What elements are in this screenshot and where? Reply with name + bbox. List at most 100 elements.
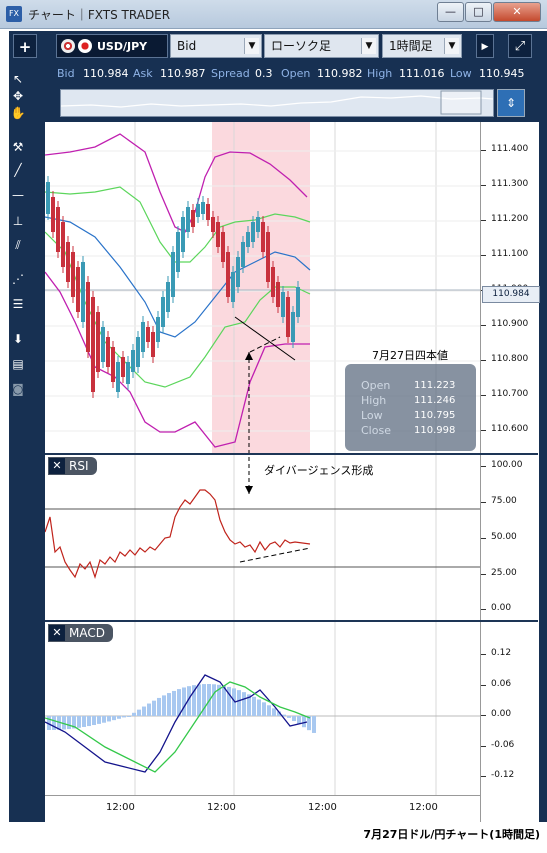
- macd-line: [44, 674, 308, 773]
- arrow-head-down: [245, 486, 253, 494]
- rsi-pane-separator[interactable]: [45, 453, 538, 455]
- macd-histogram-bar: [197, 684, 201, 716]
- candle-body: [106, 337, 110, 367]
- price-type-dropdown[interactable]: Bid ▼: [170, 34, 262, 58]
- high-value: 111.016: [399, 67, 445, 80]
- rsi-close-icon[interactable]: ✕: [49, 458, 65, 474]
- moving-average: [44, 216, 311, 338]
- hline-icon[interactable]: —: [12, 188, 24, 202]
- rsi-pane-label: ✕ RSI: [48, 457, 97, 475]
- overview-scroller[interactable]: [60, 89, 494, 117]
- rsi-tick-label: 100.00: [481, 460, 523, 470]
- bid-label: Bid: [57, 67, 75, 80]
- ohlc-open-label: Open: [361, 379, 391, 392]
- macd-histogram-bar: [292, 716, 296, 722]
- download-icon[interactable]: ⬇: [12, 332, 24, 346]
- candle-body: [46, 182, 50, 214]
- list-icon[interactable]: ▤: [12, 357, 24, 371]
- candle-body: [221, 232, 225, 262]
- candle-body: [251, 222, 255, 242]
- vline-icon[interactable]: ⊥: [12, 214, 24, 228]
- candle-body: [61, 222, 65, 267]
- candle-body: [71, 252, 75, 297]
- divergence-price-dash: [249, 336, 281, 353]
- time-tick-label: 12:00: [409, 802, 438, 813]
- scroll-latest-button[interactable]: ⇕: [497, 89, 525, 117]
- macd-pane-separator[interactable]: [45, 620, 538, 622]
- ask-label: Ask: [133, 67, 153, 80]
- channel-icon[interactable]: ⫽: [15, 238, 21, 252]
- candle-body: [191, 210, 195, 227]
- rsi-tick-label: 0.00: [480, 603, 512, 613]
- ohlc-high-value: 111.246: [414, 395, 456, 406]
- macd-histogram-bar: [187, 686, 191, 716]
- open-value: 110.982: [317, 67, 363, 80]
- rsi-label-text: RSI: [69, 459, 89, 473]
- minimize-button[interactable]: —: [437, 2, 464, 22]
- macd-histogram-bar: [47, 716, 51, 730]
- window-titlebar: FX チャート｜FXTS TRADER — □ ✕: [0, 0, 547, 29]
- chart-plot-area[interactable]: [44, 122, 480, 822]
- price-tick-label: 111.300: [480, 179, 529, 189]
- us-flag-icon: [61, 39, 75, 53]
- macd-histogram-bar: [252, 696, 256, 716]
- chart-type-dropdown[interactable]: ローソク足 ▼: [264, 34, 379, 58]
- fan-icon[interactable]: ⋰: [12, 272, 24, 286]
- popout-icon[interactable]: ⤢: [508, 34, 532, 58]
- candle-body: [256, 217, 260, 232]
- ohlc-low-value: 110.795: [414, 410, 456, 421]
- line-tool-icon[interactable]: ⚒: [12, 140, 24, 154]
- time-axis: 12:00 12:00 12:00 12:00: [45, 795, 480, 823]
- trendline-icon[interactable]: ╱: [14, 163, 22, 177]
- chevron-down-icon: ▼: [244, 38, 259, 54]
- candle-body: [226, 252, 230, 297]
- macd-histogram-bar: [97, 716, 101, 724]
- macd-histogram-bar: [282, 714, 286, 716]
- candle-body: [121, 357, 125, 377]
- candle-body: [211, 217, 215, 232]
- candle-body: [116, 362, 120, 392]
- ohlc-high-label: High: [361, 394, 387, 407]
- candle-body: [51, 197, 55, 232]
- macd-histogram-bar: [137, 709, 141, 716]
- timeframe-dropdown[interactable]: 1時間足 ▼: [382, 34, 462, 58]
- macd-histogram-bar: [177, 689, 181, 716]
- macd-histogram-bar: [267, 705, 271, 716]
- arrow-head-up: [245, 352, 253, 360]
- candle-body: [76, 267, 80, 312]
- maximize-button[interactable]: □: [465, 2, 492, 22]
- low-value: 110.945: [479, 67, 525, 80]
- price-tick-label: 110.600: [480, 424, 529, 434]
- rsi-tick-label: 50.00: [481, 532, 517, 542]
- time-tick-label: 12:00: [106, 802, 135, 813]
- window-frame-right: [538, 31, 547, 822]
- time-tick-label: 12:00: [308, 802, 337, 813]
- candle-body: [156, 317, 160, 342]
- macd-histogram-bar: [172, 690, 176, 716]
- lower-band-outer: [44, 271, 310, 448]
- chart-caption: 7月27日ドル/円チャート(1時間足): [363, 828, 540, 841]
- macd-close-icon[interactable]: ✕: [49, 625, 65, 641]
- candle-body: [266, 232, 270, 282]
- arrow-icon[interactable]: ↖: [12, 72, 24, 86]
- spread-value: 0.3: [255, 67, 273, 80]
- upper-band-inner: [44, 186, 311, 263]
- window-title: チャート｜FXTS TRADER: [28, 8, 171, 22]
- crosshair-icon[interactable]: ✥: [12, 89, 24, 103]
- candle-body: [231, 272, 235, 302]
- open-label: Open: [281, 67, 311, 80]
- fib-icon[interactable]: ☰: [12, 297, 24, 311]
- hand-icon[interactable]: ✋: [10, 106, 26, 120]
- chevron-down-icon: ▼: [361, 38, 376, 54]
- close-window-button[interactable]: ✕: [493, 2, 541, 22]
- candle-body: [166, 282, 170, 312]
- add-chart-button[interactable]: +: [13, 34, 37, 58]
- candle-body: [86, 282, 90, 352]
- currency-pair-selector[interactable]: USD/JPY: [56, 34, 168, 58]
- expand-panel-icon[interactable]: ▶: [476, 34, 494, 58]
- high-label: High: [367, 67, 393, 80]
- macd-histogram-bar: [212, 684, 216, 716]
- candle-body: [56, 207, 60, 252]
- camera-icon[interactable]: ◙: [12, 382, 24, 396]
- candle-body: [276, 282, 280, 307]
